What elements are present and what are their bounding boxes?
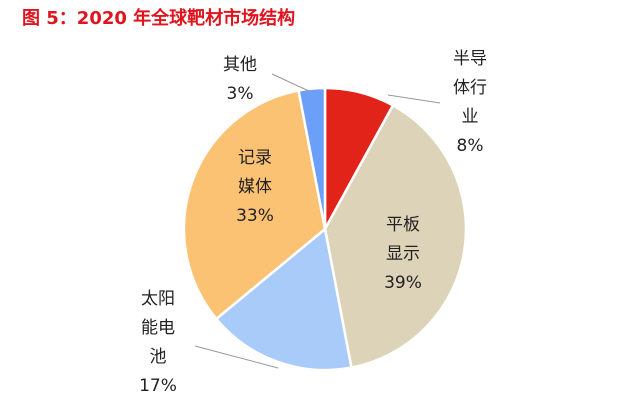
slice-label-semiconductor: 半导体行业 8% bbox=[430, 45, 510, 161]
leader-line-2 bbox=[194, 345, 279, 369]
slice-value-label: 8% bbox=[456, 136, 484, 156]
slice-category-label: 半导体行业 bbox=[453, 49, 487, 127]
slice-category-label: 其他 bbox=[223, 55, 257, 75]
leader-line-4 bbox=[271, 73, 312, 93]
slice-label-solar: 太阳能电池 17% bbox=[118, 285, 198, 401]
slice-category-label: 记录媒体 bbox=[238, 148, 272, 197]
slice-label-other: 其他 3% bbox=[200, 51, 280, 109]
pie-slice-4 bbox=[297, 86, 327, 230]
slice-value-label: 39% bbox=[384, 273, 422, 293]
slice-value-label: 3% bbox=[226, 84, 254, 104]
pie-slice-3 bbox=[182, 89, 327, 321]
pie-slice-2 bbox=[214, 226, 353, 372]
slice-label-recording-media: 记录媒体 33% bbox=[215, 144, 295, 231]
slice-category-label: 平板显示 bbox=[386, 215, 420, 264]
pie-slice-1 bbox=[323, 103, 468, 369]
slice-label-flat-panel: 平板显示 39% bbox=[363, 211, 443, 298]
slice-category-label: 太阳能电池 bbox=[141, 289, 175, 367]
chart-title: 图 5：2020 年全球靶材市场结构 bbox=[22, 8, 296, 29]
slice-value-label: 33% bbox=[236, 206, 274, 226]
slice-value-label: 17% bbox=[139, 376, 177, 396]
leader-line-0 bbox=[387, 94, 441, 104]
